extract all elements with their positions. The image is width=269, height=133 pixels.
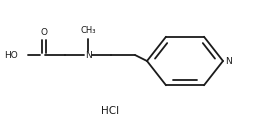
Text: HCl: HCl	[101, 106, 119, 116]
Text: N: N	[225, 57, 232, 65]
Text: CH₃: CH₃	[80, 26, 96, 35]
Text: HO: HO	[4, 51, 18, 59]
Text: N: N	[85, 51, 91, 59]
Text: O: O	[41, 28, 48, 37]
